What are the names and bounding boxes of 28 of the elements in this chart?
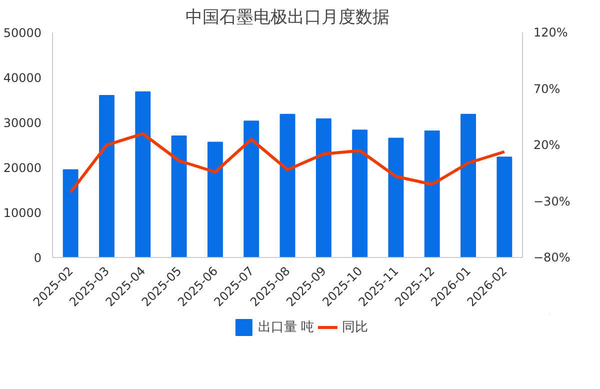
bar bbox=[171, 136, 187, 258]
bar bbox=[280, 114, 296, 258]
y-tick-label: 0 bbox=[34, 251, 42, 265]
bar bbox=[424, 130, 440, 258]
y-tick-label: 20000 bbox=[3, 161, 42, 175]
bar bbox=[496, 156, 512, 258]
bar bbox=[207, 142, 223, 258]
chart-title: 中国石墨电极出口月度数据 bbox=[186, 8, 390, 28]
bar bbox=[135, 91, 151, 258]
bar bbox=[244, 120, 260, 258]
y2-tick-label: −80% bbox=[534, 250, 570, 264]
legend-label: 出口量 吨 bbox=[258, 319, 314, 336]
bar bbox=[62, 169, 78, 258]
bar bbox=[316, 118, 332, 258]
y-tick-label: 30000 bbox=[3, 116, 42, 130]
bar bbox=[99, 95, 114, 258]
y2-tick-label: 20% bbox=[534, 138, 560, 152]
y2-tick-label: 70% bbox=[534, 82, 560, 96]
legend-label: 同比 bbox=[342, 319, 368, 336]
bar bbox=[460, 114, 476, 258]
y2-tick-label: 120% bbox=[534, 26, 568, 40]
y-tick-label: 50000 bbox=[3, 26, 42, 40]
y-tick-label: 10000 bbox=[3, 206, 42, 220]
bar bbox=[352, 130, 368, 258]
y-tick-label: 40000 bbox=[3, 71, 42, 85]
y2-tick-label: −30% bbox=[534, 194, 570, 208]
line-series bbox=[69, 132, 506, 194]
bar bbox=[388, 138, 404, 258]
